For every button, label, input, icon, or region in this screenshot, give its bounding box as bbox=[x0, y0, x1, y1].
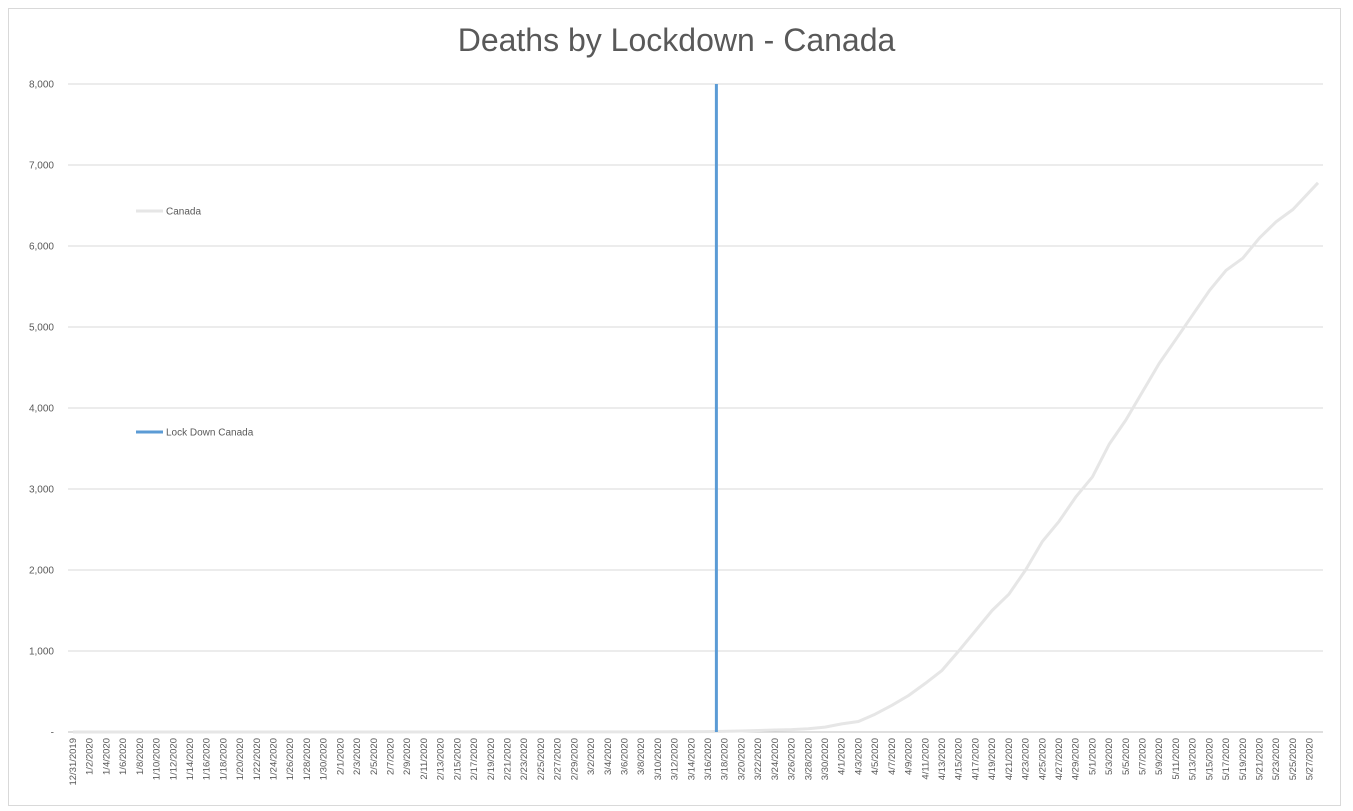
x-tick-label: 4/25/2020 bbox=[1037, 738, 1048, 780]
x-tick-label: 2/15/2020 bbox=[452, 738, 463, 780]
y-tick-label: 7,000 bbox=[29, 161, 54, 172]
x-tick-label: 5/25/2020 bbox=[1288, 738, 1299, 780]
y-tick-label: 6,000 bbox=[29, 242, 54, 253]
y-tick-label: 2,000 bbox=[29, 566, 54, 577]
x-tick-label: 5/19/2020 bbox=[1238, 738, 1249, 780]
x-tick-label: 1/30/2020 bbox=[319, 738, 330, 780]
x-tick-label: 2/9/2020 bbox=[402, 738, 413, 775]
x-tick-label: 5/17/2020 bbox=[1221, 738, 1232, 780]
x-tick-label: 1/24/2020 bbox=[269, 738, 280, 780]
x-tick-label: 5/15/2020 bbox=[1204, 738, 1215, 780]
x-tick-label: 4/15/2020 bbox=[954, 738, 965, 780]
x-tick-label: 1/22/2020 bbox=[252, 738, 263, 780]
x-tick-label: 4/9/2020 bbox=[904, 738, 915, 775]
x-tick-label: 4/21/2020 bbox=[1004, 738, 1015, 780]
x-tick-label: 5/7/2020 bbox=[1138, 738, 1149, 775]
x-tick-label: 3/6/2020 bbox=[619, 738, 630, 775]
y-tick-label: 1,000 bbox=[29, 647, 54, 658]
x-tick-label: 1/28/2020 bbox=[302, 738, 313, 780]
chart-title: Deaths by Lockdown - Canada bbox=[457, 22, 896, 58]
x-tick-label: 3/20/2020 bbox=[736, 738, 747, 780]
x-tick-label: 2/3/2020 bbox=[352, 738, 363, 775]
x-tick-label: 2/1/2020 bbox=[335, 738, 346, 775]
x-tick-label: 1/6/2020 bbox=[118, 738, 129, 775]
legend-label: Lock Down Canada bbox=[166, 428, 254, 439]
x-tick-label: 1/26/2020 bbox=[285, 738, 296, 780]
x-tick-label: 12/31/2019 bbox=[68, 738, 79, 786]
x-tick-label: 4/1/2020 bbox=[837, 738, 848, 775]
x-tick-label: 1/14/2020 bbox=[185, 738, 196, 780]
x-tick-label: 4/7/2020 bbox=[887, 738, 898, 775]
x-tick-label: 5/27/2020 bbox=[1305, 738, 1316, 780]
x-tick-label: 2/13/2020 bbox=[436, 738, 447, 780]
x-tick-label: 3/2/2020 bbox=[586, 738, 597, 775]
x-tick-label: 2/19/2020 bbox=[486, 738, 497, 780]
y-tick-label: - bbox=[51, 728, 54, 739]
x-tick-label: 4/23/2020 bbox=[1021, 738, 1032, 780]
x-tick-label: 4/29/2020 bbox=[1071, 738, 1082, 780]
x-tick-label: 3/10/2020 bbox=[653, 738, 664, 780]
y-tick-label: 3,000 bbox=[29, 485, 54, 496]
x-tick-label: 1/4/2020 bbox=[101, 738, 112, 775]
x-tick-label: 3/26/2020 bbox=[787, 738, 798, 780]
x-tick-label: 4/13/2020 bbox=[937, 738, 948, 780]
x-tick-label: 3/22/2020 bbox=[753, 738, 764, 780]
x-tick-label: 4/5/2020 bbox=[870, 738, 881, 775]
y-tick-label: 5,000 bbox=[29, 323, 54, 334]
x-tick-label: 1/2/2020 bbox=[85, 738, 96, 775]
x-tick-label: 3/14/2020 bbox=[686, 738, 697, 780]
x-tick-label: 3/4/2020 bbox=[603, 738, 614, 775]
x-tick-label: 2/29/2020 bbox=[569, 738, 580, 780]
x-tick-label: 2/23/2020 bbox=[519, 738, 530, 780]
x-tick-label: 4/27/2020 bbox=[1054, 738, 1065, 780]
x-tick-label: 3/16/2020 bbox=[703, 738, 714, 780]
x-tick-label: 2/5/2020 bbox=[369, 738, 380, 775]
x-tick-label: 3/12/2020 bbox=[670, 738, 681, 780]
legend-label: Canada bbox=[166, 207, 201, 218]
x-tick-label: 2/21/2020 bbox=[502, 738, 513, 780]
x-tick-label: 1/20/2020 bbox=[235, 738, 246, 780]
x-tick-label: 1/10/2020 bbox=[152, 738, 163, 780]
x-tick-label: 2/17/2020 bbox=[469, 738, 480, 780]
x-tick-label: 5/23/2020 bbox=[1271, 738, 1282, 780]
x-tick-label: 4/19/2020 bbox=[987, 738, 998, 780]
x-tick-label: 4/17/2020 bbox=[970, 738, 981, 780]
x-tick-label: 5/11/2020 bbox=[1171, 738, 1182, 780]
y-tick-label: 8,000 bbox=[29, 80, 54, 91]
x-tick-label: 3/24/2020 bbox=[770, 738, 781, 780]
x-tick-label: 1/18/2020 bbox=[218, 738, 229, 780]
x-tick-label: 5/21/2020 bbox=[1255, 738, 1266, 780]
x-tick-label: 1/16/2020 bbox=[202, 738, 213, 780]
x-tick-label: 2/27/2020 bbox=[553, 738, 564, 780]
x-tick-label: 5/1/2020 bbox=[1087, 738, 1098, 775]
x-tick-label: 5/13/2020 bbox=[1188, 738, 1199, 780]
x-tick-label: 1/12/2020 bbox=[168, 738, 179, 780]
x-tick-label: 2/7/2020 bbox=[386, 738, 397, 775]
y-tick-label: 4,000 bbox=[29, 404, 54, 415]
x-tick-label: 2/25/2020 bbox=[536, 738, 547, 780]
x-tick-label: 1/8/2020 bbox=[135, 738, 146, 775]
x-tick-label: 4/3/2020 bbox=[853, 738, 864, 775]
series-line-canada bbox=[72, 181, 1320, 734]
x-tick-label: 5/3/2020 bbox=[1104, 738, 1115, 775]
x-tick-label: 3/8/2020 bbox=[636, 738, 647, 775]
x-tick-label: 2/11/2020 bbox=[419, 738, 430, 780]
x-tick-label: 3/30/2020 bbox=[820, 738, 831, 780]
x-tick-label: 3/28/2020 bbox=[803, 738, 814, 780]
chart-frame bbox=[8, 8, 1341, 806]
x-tick-label: 3/18/2020 bbox=[720, 738, 731, 780]
x-tick-label: 4/11/2020 bbox=[920, 738, 931, 780]
x-tick-label: 5/5/2020 bbox=[1121, 738, 1132, 775]
x-tick-label: 5/9/2020 bbox=[1154, 738, 1165, 775]
